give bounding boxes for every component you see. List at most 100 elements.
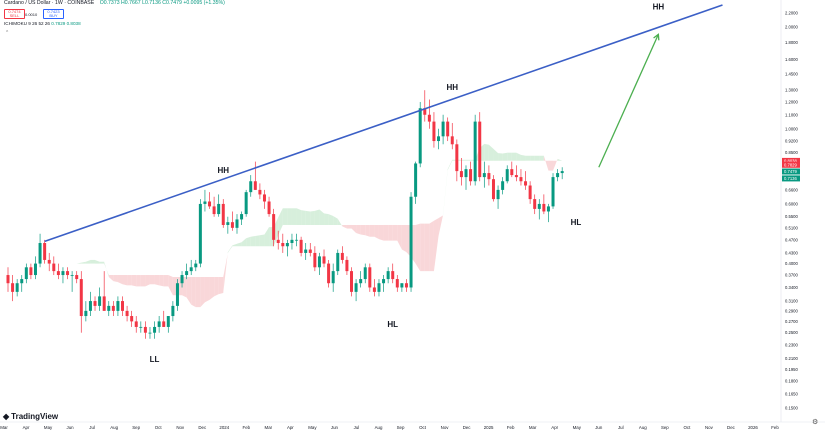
ichimoku-cloud-segment [81,261,86,264]
candle-body [295,239,299,241]
candle-body [423,108,427,115]
candle-body [363,267,367,280]
candle-body [272,214,276,240]
x-tick-label: Jun [331,425,339,430]
candle-body [175,283,179,306]
candle-body [386,271,390,280]
candle-body [166,316,170,327]
x-tick-label: May [308,425,317,430]
candle-body [450,136,454,145]
candle-body [437,136,441,142]
price-tag-bg [782,161,800,168]
buy-button[interactable]: 0.7423 BUY [43,9,64,19]
price-tag-bg [782,175,800,182]
ohlc-readout: O0.7373 H0.7667 L0.7136 C0.7479 +0.0095 … [99,0,225,6]
ichimoku-cloud-segment [378,224,384,241]
candle-body [414,163,418,197]
tradingview-logo[interactable]: ◆ TradingView [3,412,58,421]
candle-body [418,108,422,164]
x-tick-label: Apr [287,425,294,430]
ichimoku-cloud-segment [319,209,325,225]
y-tick-label: 1.1000 [785,112,798,117]
price-tag-label: 0.7829 [784,162,797,167]
candle-body [79,279,83,317]
ichimoku-cloud-segment [461,159,466,161]
chevron-up-icon[interactable]: ⌃ [5,30,10,36]
candle-body [189,267,193,272]
candle-body [230,222,234,228]
candle-body [546,206,550,212]
candle-body [52,263,56,272]
candle-body [469,169,473,182]
candle-body [285,243,289,247]
candle-body [473,121,477,182]
x-tick-label: 2025 [484,425,494,430]
y-tick-label: 0.2500 [785,330,798,335]
sell-button[interactable]: 0.7474 SELL [4,9,25,19]
ichimoku-cloud-segment [502,152,508,161]
buy-label: BUY [49,13,58,18]
candle-body [221,203,225,225]
ichimoku-cloud-segment [530,155,535,161]
candle-body [505,169,509,182]
candle-body [276,239,280,244]
candle-body [478,121,482,178]
ichimoku-cloud-segment [223,252,228,293]
ichimoku-cloud-segment [369,224,375,237]
candle-body [491,179,495,200]
ichimoku-cloud-segment [195,277,201,308]
y-tick-label: 0.1500 [785,405,798,410]
y-tick-label: 0.1950 [785,367,798,372]
sell-label: SELL [9,13,20,18]
candle-body [482,173,486,178]
candle-body [267,201,271,215]
candle-body [125,310,129,317]
ichimoku-cloud-segment [557,158,563,161]
ichimoku-cloud-segment [58,277,63,282]
ichimoku-cloud-segment [520,154,526,161]
candle-body [148,332,152,334]
price-axis [781,0,825,432]
ichimoku-cloud-segment [113,275,118,283]
candle-body [185,271,189,276]
x-tick-label: Nov [176,425,185,430]
x-tick-label: Mar [529,425,537,430]
x-tick-label: May [44,425,53,430]
gear-icon[interactable]: ⚙ [812,419,819,426]
indicator-legend[interactable]: ICHIMOKU 9 26 52 26 0.7829 0.8038 [4,21,81,26]
candle-body [88,301,92,311]
candle-body [359,279,363,284]
x-tick-label: Jun [67,425,75,430]
x-tick-label: Mar [265,425,273,430]
x-tick-label: Oct [419,425,427,430]
ichimoku-cloud-segment [131,275,137,287]
ichimoku-cloud-segment [392,224,398,241]
ichimoku-cloud-segment [259,234,265,247]
ichimoku-cloud-segment [484,143,489,161]
ichimoku-cloud-segment [108,275,114,282]
y-tick-label: 0.3700 [785,273,798,278]
symbol-title[interactable]: Cardano / US Dollar · 1W · COINBASE [4,0,95,6]
candle-body [198,203,202,264]
ichimoku-cloud-segment [95,259,100,264]
price-tag-label: 0.7479 [784,169,797,174]
candle-body [322,256,326,264]
ichimoku-cloud-segment [264,227,270,247]
ichimoku-cloud-segment [149,275,155,285]
candle-body [56,271,60,276]
ichimoku-cloud-segment [543,155,549,171]
y-tick-label: 0.1800 [785,379,798,384]
candle-body [446,121,450,137]
candle-body [162,321,166,327]
ichimoku-cloud-segment [447,159,453,171]
candle-body [157,321,161,327]
candle-body [38,243,42,264]
candle-body [501,181,505,190]
x-tick-label: Oct [155,425,163,430]
x-tick-label: 2026 [748,425,758,430]
ichimoku-cloud-segment [163,275,169,287]
ichimoku-cloud-segment [305,210,311,225]
x-tick-label: Mar [0,425,8,430]
